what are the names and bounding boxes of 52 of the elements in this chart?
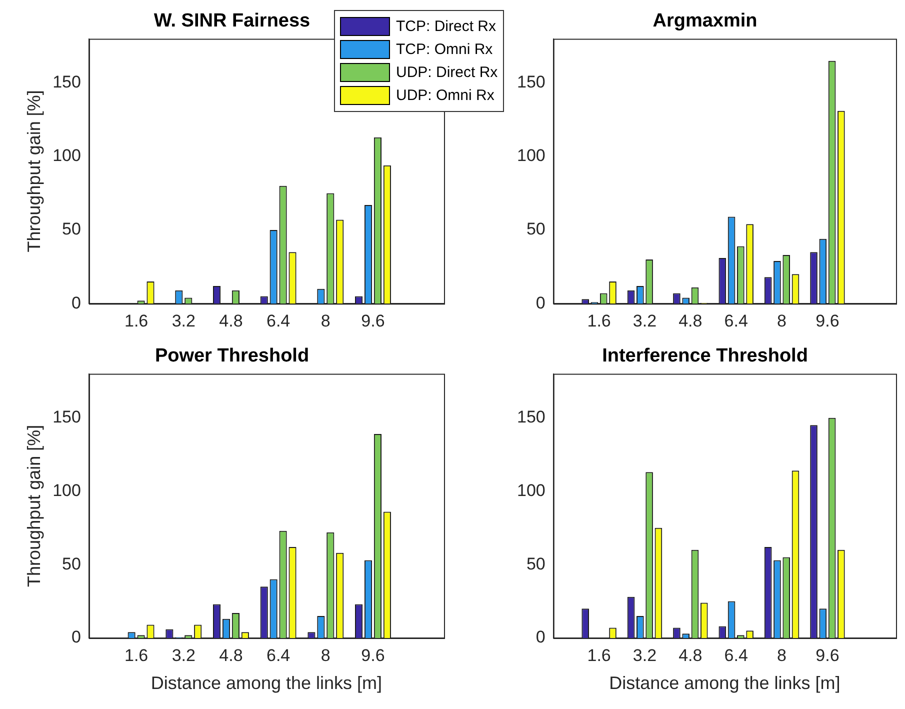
x-tick-label: 8: [777, 311, 787, 330]
x-tick-label: 8: [320, 646, 330, 665]
x-tick-label: 6.4: [266, 646, 290, 665]
legend-label: TCP: Direct Rx: [396, 18, 496, 35]
y-tick-label: 0: [536, 628, 546, 647]
y-tick-label: 100: [516, 480, 546, 500]
y-tick-label: 150: [52, 408, 81, 427]
x-tick-label: 1.6: [124, 311, 148, 330]
y-tick-label: 50: [526, 554, 546, 574]
y-tick-label: 0: [536, 293, 546, 312]
legend-label: UDP: Omni Rx: [396, 87, 494, 104]
x-tick-label: 3.2: [172, 646, 196, 665]
x-tick-label: 6.4: [724, 646, 748, 665]
x-tick-label: 3.2: [632, 646, 657, 665]
x-tick-label: 3.2: [172, 311, 196, 330]
y-axis-title: Throughput gain [%]: [24, 424, 44, 587]
x-tick-label: 1.6: [587, 646, 611, 665]
legend-label: UDP: Direct Rx: [396, 64, 498, 81]
x-tick-label: 6.4: [724, 311, 748, 330]
x-tick-label: 9.6: [816, 311, 840, 330]
x-tick-label: 9.6: [361, 311, 385, 330]
y-tick-label: 0: [71, 293, 81, 312]
x-tick-label: 1.6: [124, 646, 148, 665]
y-axis-title: Throughput gain [%]: [24, 90, 44, 252]
y-tick-label: 150: [516, 408, 546, 427]
x-tick-label: 1.6: [587, 311, 611, 330]
x-tick-label: 9.6: [816, 646, 840, 665]
x-axis-title: Distance among the links [m]: [150, 673, 382, 694]
y-tick-label: 150: [516, 72, 546, 92]
y-tick-label: 50: [62, 220, 81, 239]
y-tick-label: 100: [52, 480, 81, 500]
chart-title: Interference Threshold: [602, 346, 808, 367]
x-tick-label: 4.8: [219, 311, 243, 330]
y-tick-label: 50: [62, 554, 81, 574]
x-tick-label: 9.6: [361, 646, 385, 665]
x-tick-label: 4.8: [678, 646, 702, 665]
y-tick-label: 100: [52, 146, 81, 166]
y-tick-label: 50: [526, 220, 546, 239]
y-tick-label: 150: [52, 72, 81, 92]
x-tick-label: 4.8: [219, 646, 243, 665]
chart-title: W. SINR Fairness: [154, 10, 310, 32]
chart-title: Argmaxmin: [652, 10, 758, 32]
x-tick-label: 8: [320, 311, 330, 330]
legend-label: TCP: Omni Rx: [396, 41, 493, 58]
y-tick-label: 100: [516, 146, 546, 166]
x-tick-label: 3.2: [632, 311, 657, 330]
y-tick-label: 0: [71, 628, 81, 647]
x-tick-label: 4.8: [678, 311, 702, 330]
x-axis-title: Distance among the links [m]: [609, 673, 840, 694]
x-tick-label: 8: [777, 646, 787, 665]
chart-title: Power Threshold: [154, 346, 310, 367]
x-tick-label: 6.4: [266, 311, 290, 330]
